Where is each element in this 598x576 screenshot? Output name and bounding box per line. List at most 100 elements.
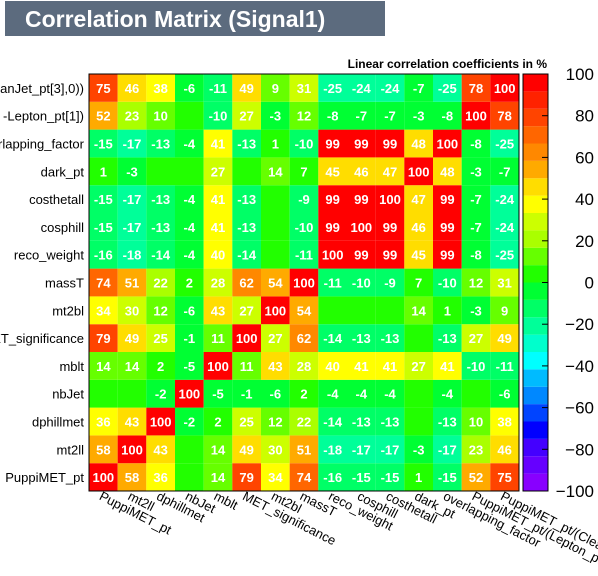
cell-value-label: -7 <box>499 164 511 179</box>
heatmap-cell <box>461 324 491 352</box>
cell-value-label: 46 <box>354 164 368 179</box>
cell-value-label: 14 <box>96 359 111 374</box>
heatmap-cell <box>232 463 261 491</box>
cell-value-label: 99 <box>440 248 454 263</box>
heatmap-cell <box>175 268 204 297</box>
cell-value-label: 38 <box>497 415 511 430</box>
colorbar-tick-label: −20 <box>565 315 594 334</box>
heatmap-cell <box>490 74 519 102</box>
cell-value-label: 12 <box>469 276 483 291</box>
heatmap-cell <box>433 407 462 436</box>
cell-value-label: -16 <box>323 470 342 485</box>
cell-value-label: 10 <box>153 109 167 124</box>
heatmap-cell <box>375 324 405 352</box>
colorbar-segment <box>523 230 548 248</box>
heatmap-cell <box>433 435 462 464</box>
cell-value-label: 46 <box>497 442 511 457</box>
heatmap-cell <box>117 435 147 464</box>
cell-value-label: 99 <box>354 248 368 263</box>
heatmap-cell <box>175 74 204 102</box>
heatmap-cell <box>261 352 290 380</box>
heatmap-cell <box>89 129 118 158</box>
heatmap-cell <box>261 324 290 352</box>
cell-value-label: 1 <box>444 303 451 318</box>
cell-value-label: 40 <box>211 248 225 263</box>
heatmap-cell <box>261 296 290 325</box>
colorbar-tick-label: 0 <box>585 274 594 293</box>
cell-value-label: 23 <box>125 109 139 124</box>
cell-value-label: 78 <box>469 81 483 96</box>
cell-value-label: -3 <box>470 303 482 318</box>
cell-value-label: -18 <box>323 442 342 457</box>
heatmap-cell <box>89 74 118 102</box>
cell-value-label: 27 <box>211 164 225 179</box>
heatmap-cell <box>375 213 405 241</box>
colorbar-segment <box>523 195 548 214</box>
cell-value-label: -14 <box>323 331 343 346</box>
heatmap-cell <box>117 407 147 436</box>
cell-value-label: -13 <box>381 415 400 430</box>
heatmap-cell <box>490 324 519 352</box>
cell-value-label: 99 <box>325 137 339 152</box>
cell-value-label: 27 <box>469 331 483 346</box>
heatmap-cell <box>404 213 433 241</box>
cell-value-label: 47 <box>411 192 425 207</box>
cell-value-label: -4 <box>184 137 196 152</box>
heatmap-cell <box>117 296 147 325</box>
heatmap-cell <box>318 268 347 297</box>
heatmap-cell <box>232 185 261 213</box>
y-tick-label: mt2bl <box>52 303 84 318</box>
cell-value-label: 52 <box>96 109 110 124</box>
cell-value-label: 1 <box>272 137 279 152</box>
heatmap-cell <box>490 185 519 213</box>
chart-subtitle: Linear correlation coefficients in % <box>348 57 548 71</box>
cell-value-label: 78 <box>497 109 511 124</box>
cell-value-label: 36 <box>96 415 110 430</box>
heatmap-cell <box>318 213 347 241</box>
cell-value-label: 41 <box>383 359 397 374</box>
cell-value-label: 14 <box>268 164 283 179</box>
cell-value-label: -13 <box>352 331 371 346</box>
cell-value-label: 99 <box>325 192 339 207</box>
cell-value-label: -10 <box>438 276 457 291</box>
heatmap-cell <box>318 324 347 352</box>
cell-value-label: -24 <box>381 81 401 96</box>
cell-value-label: -8 <box>470 137 482 152</box>
cell-value-label: -8 <box>327 109 339 124</box>
cell-value-label: -25 <box>495 248 514 263</box>
cell-value-label: 41 <box>211 137 225 152</box>
cell-value-label: 100 <box>293 276 315 291</box>
heatmap-cell <box>318 129 347 158</box>
cell-value-label: 22 <box>297 415 311 430</box>
heatmap-cell <box>175 463 204 491</box>
colorbar-tick-label: −100 <box>556 482 594 501</box>
cell-value-label: -15 <box>352 470 371 485</box>
cell-value-label: -9 <box>384 276 396 291</box>
heatmap-cell <box>490 129 519 158</box>
heatmap-cell <box>146 129 175 158</box>
heatmap-cell <box>347 240 376 269</box>
heatmap-cell <box>175 129 204 158</box>
cell-value-label: 11 <box>211 331 225 346</box>
colorbar-segment <box>523 369 548 387</box>
cell-value-label: 2 <box>186 276 193 291</box>
cell-value-label: -15 <box>381 470 400 485</box>
cell-value-label: 100 <box>121 442 143 457</box>
heatmap-cell <box>375 268 405 297</box>
heatmap-cell <box>203 157 233 186</box>
heatmap-cell <box>461 213 491 241</box>
cell-value-label: -10 <box>352 276 371 291</box>
cell-value-label: 9 <box>272 81 279 96</box>
cell-value-label: -25 <box>495 137 514 152</box>
colorbar-tick-label: −80 <box>565 440 594 459</box>
colorbar-tick-label: 100 <box>566 65 594 84</box>
cell-value-label: 62 <box>297 331 311 346</box>
cell-value-label: -13 <box>237 192 256 207</box>
cell-value-label: -13 <box>381 331 400 346</box>
cell-value-label: -16 <box>94 248 113 263</box>
heatmap-cell <box>146 157 175 186</box>
colorbar-tick-label: −40 <box>565 357 594 376</box>
cell-value-label: 79 <box>96 331 110 346</box>
